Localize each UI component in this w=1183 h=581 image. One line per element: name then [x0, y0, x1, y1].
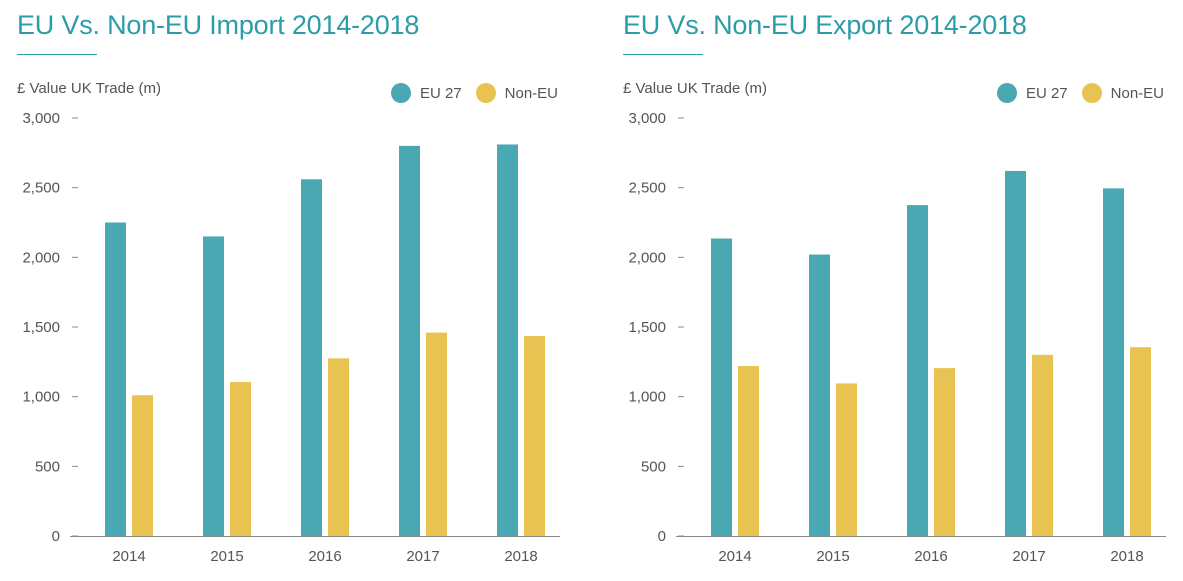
bar-non-eu-2014: [738, 366, 759, 536]
y-tick-label: 0: [658, 528, 666, 545]
bar-non-eu-2018: [524, 336, 545, 536]
bar-eu-2015: [809, 254, 830, 536]
legend-item-non-eu: Non-EU: [475, 83, 558, 103]
chart-title: EU Vs. Non-EU Import 2014-2018: [17, 10, 420, 40]
x-tick-label: 2016: [914, 548, 947, 565]
bar-non-eu-2015: [836, 383, 857, 536]
y-tick-label: 500: [35, 458, 60, 475]
import-chart-panel: EU Vs. Non-EU Import 2014-2018 £ Value U…: [0, 0, 570, 581]
legend-item-eu: EU 27: [996, 83, 1068, 103]
export-chart-panel: EU Vs. Non-EU Export 2014-2018 £ Value U…: [606, 0, 1176, 581]
y-tick-label: 3,000: [22, 110, 60, 127]
y-tick-label: 2,500: [22, 180, 60, 197]
x-tick-label: 2016: [308, 548, 341, 565]
x-tick-label: 2014: [112, 548, 145, 565]
bar-eu-2017: [399, 145, 420, 536]
x-tick-label: 2017: [406, 548, 439, 565]
import-bar-chart: 0 500 1,000 1,500 2,000 2,500 3,000 2014 2015 201…: [22, 110, 560, 565]
x-tick-label: 2015: [816, 548, 849, 565]
bar-non-eu-2017: [1032, 354, 1053, 536]
legend-label-eu: EU 27: [1025, 84, 1068, 102]
legend-label-non-eu: Non-EU: [504, 84, 558, 102]
bar-non-eu-2016: [934, 368, 955, 536]
legend-label-eu: EU 27: [419, 84, 462, 102]
y-tick-label: 1,000: [628, 389, 666, 406]
y-tick-label: 1,500: [22, 319, 60, 336]
y-tick-label: 0: [52, 528, 60, 545]
chart-legend: EU 27 Non-EU: [377, 83, 558, 103]
legend-swatch-eu: [390, 83, 411, 103]
bar-non-eu-2016: [328, 358, 349, 536]
y-tick-label: 2,500: [628, 180, 666, 197]
y-tick-label: 2,000: [22, 249, 60, 266]
legend-swatch-eu: [996, 83, 1017, 103]
y-tick-label: 1,000: [22, 389, 60, 406]
bar-non-eu-2014: [132, 395, 153, 536]
legend-item-non-eu: Non-EU: [1081, 83, 1164, 103]
bar-non-eu-2017: [426, 332, 447, 536]
legend-item-eu: EU 27: [390, 83, 462, 103]
y-tick-label: 1,500: [628, 319, 666, 336]
bar-eu-2014: [711, 238, 732, 537]
bar-non-eu-2018: [1130, 347, 1151, 536]
y-tick-label: 2,000: [628, 249, 666, 266]
y-tick-label: 3,000: [628, 110, 666, 127]
bar-eu-2016: [301, 179, 322, 536]
bar-eu-2018: [497, 144, 518, 536]
x-tick-label: 2015: [210, 548, 243, 565]
title-underline: [623, 54, 703, 55]
chart-title: EU Vs. Non-EU Export 2014-2018: [623, 10, 1027, 40]
y-axis-label: £ Value UK Trade (m): [17, 80, 161, 97]
bar-eu-2018: [1103, 188, 1124, 536]
bar-eu-2015: [203, 236, 224, 536]
x-tick-label: 2017: [1012, 548, 1045, 565]
bar-non-eu-2015: [230, 382, 251, 536]
x-tick-label: 2018: [1110, 548, 1143, 565]
legend-swatch-non-eu: [1081, 83, 1102, 103]
legend-label-non-eu: Non-EU: [1110, 84, 1164, 102]
y-tick-label: 500: [641, 458, 666, 475]
legend-swatch-non-eu: [475, 83, 496, 103]
bar-eu-2016: [907, 205, 928, 536]
bar-eu-2014: [105, 222, 126, 536]
x-tick-label: 2014: [718, 548, 751, 565]
export-bar-chart: 0 500 1,000 1,500 2,000 2,500 3,000 2014 2015 201…: [628, 110, 1166, 565]
title-underline: [17, 54, 97, 55]
y-axis-label: £ Value UK Trade (m): [623, 80, 767, 97]
x-tick-label: 2018: [504, 548, 537, 565]
bar-eu-2017: [1005, 170, 1026, 536]
chart-legend: EU 27 Non-EU: [983, 83, 1164, 103]
